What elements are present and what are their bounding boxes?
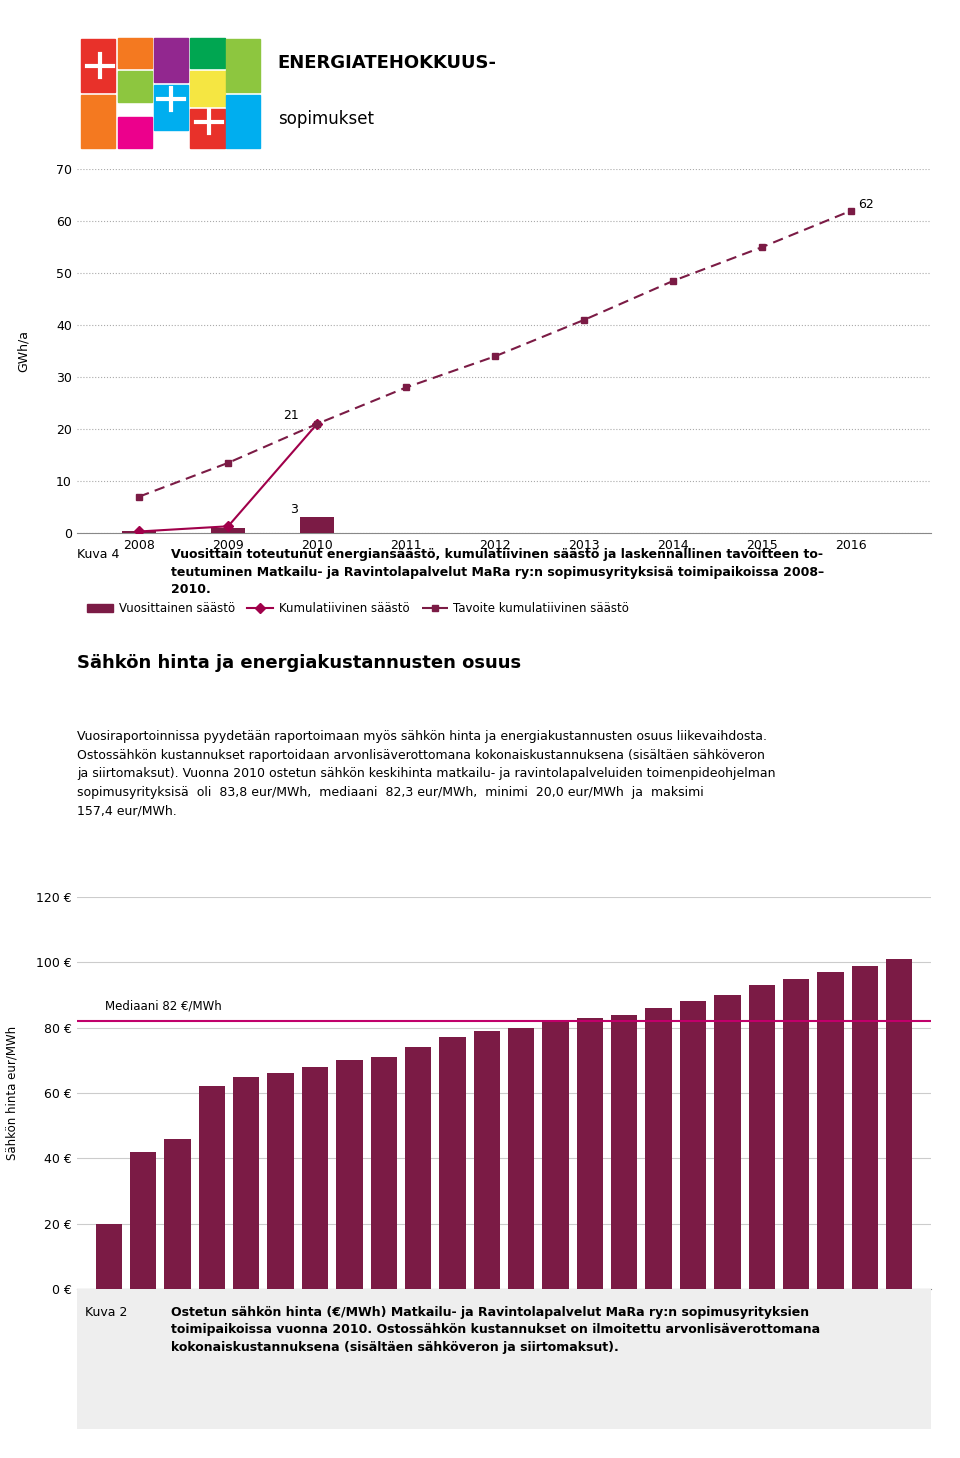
Text: 62: 62 [858, 198, 874, 211]
Bar [749, 986, 775, 1289]
Text: Vuosittain toteutunut energiansäästö, kumulatiivinen säästö ja laskennallinen ta: Vuosittain toteutunut energiansäästö, ku… [171, 548, 824, 596]
Bar [130, 1152, 156, 1289]
X-axis label: Toimipaikat: Toimipaikat [468, 1309, 540, 1321]
Text: 3: 3 [290, 503, 299, 516]
Text: Vuosiraportoinnissa pyydetään raportoimaan myös sähkön hinta ja energiakustannus: Vuosiraportoinnissa pyydetään raportoima… [77, 730, 776, 818]
Bar [714, 994, 740, 1289]
FancyBboxPatch shape [227, 39, 260, 92]
FancyBboxPatch shape [81, 39, 115, 92]
Bar [96, 1223, 122, 1289]
Bar [199, 1086, 225, 1289]
Bar [577, 1018, 603, 1289]
FancyBboxPatch shape [118, 117, 152, 149]
Text: Ostetun sähkön hinta (€/MWh) Matkailu- ja Ravintolapalvelut MaRa ry:n sopimusyri: Ostetun sähkön hinta (€/MWh) Matkailu- j… [171, 1306, 820, 1353]
Bar [233, 1076, 259, 1289]
Text: Kuva 2: Kuva 2 [85, 1306, 128, 1318]
Y-axis label: Sähkön hinta eur/MWh: Sähkön hinta eur/MWh [6, 1026, 18, 1161]
Bar [371, 1057, 396, 1289]
Bar [852, 965, 878, 1289]
Bar [122, 532, 156, 534]
FancyBboxPatch shape [227, 95, 260, 149]
Bar [645, 1007, 672, 1289]
Bar [336, 1060, 363, 1289]
Bar [211, 528, 245, 534]
Text: Sähkön hinta ja energiakustannusten osuus: Sähkön hinta ja energiakustannusten osuu… [77, 655, 521, 672]
Bar [473, 1031, 500, 1289]
Y-axis label: GWh/a: GWh/a [17, 330, 30, 372]
FancyBboxPatch shape [118, 71, 152, 102]
FancyBboxPatch shape [190, 109, 225, 149]
FancyBboxPatch shape [77, 1289, 931, 1429]
Bar [301, 1067, 328, 1289]
Bar [542, 1021, 568, 1289]
Text: ENERGIATEHOKKUUS-: ENERGIATEHOKKUUS- [277, 54, 496, 73]
Bar [783, 978, 809, 1289]
Bar [300, 518, 334, 534]
Bar [817, 972, 844, 1289]
Bar [405, 1047, 431, 1289]
Bar [680, 1002, 707, 1289]
Text: Kuva 4: Kuva 4 [77, 548, 119, 561]
Text: sopimukset: sopimukset [277, 111, 373, 128]
Bar [268, 1073, 294, 1289]
FancyBboxPatch shape [190, 38, 225, 69]
Text: 21: 21 [283, 410, 299, 423]
Bar [508, 1028, 535, 1289]
FancyBboxPatch shape [154, 38, 188, 82]
FancyBboxPatch shape [154, 85, 188, 130]
Text: Mediaani 82 €/MWh: Mediaani 82 €/MWh [106, 1000, 222, 1013]
Bar [886, 959, 912, 1289]
FancyBboxPatch shape [118, 38, 152, 69]
Bar [164, 1139, 191, 1289]
Legend: Vuosittainen säästö, Kumulatiivinen säästö, Tavoite kumulatiivinen säästö: Vuosittainen säästö, Kumulatiivinen sääs… [83, 598, 634, 620]
Bar [612, 1015, 637, 1289]
FancyBboxPatch shape [190, 71, 225, 106]
FancyBboxPatch shape [81, 95, 115, 149]
Bar [440, 1038, 466, 1289]
